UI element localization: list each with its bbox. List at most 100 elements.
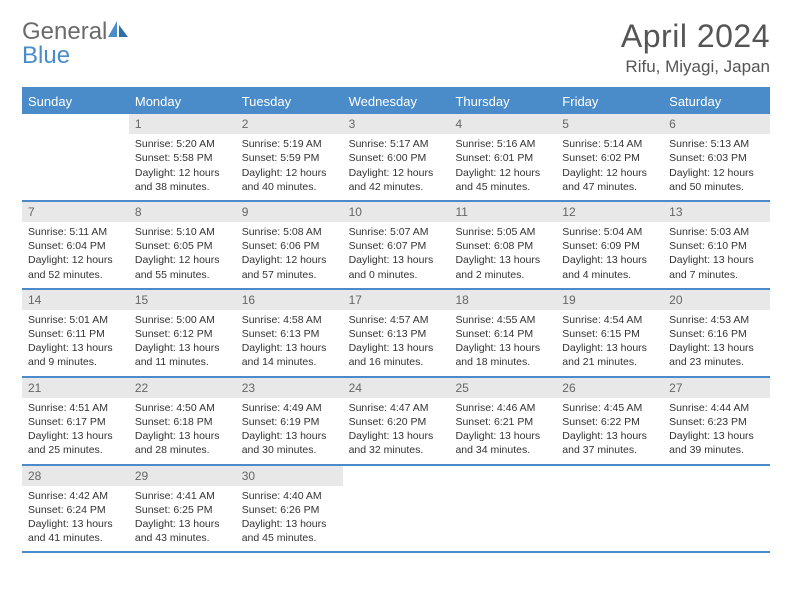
sunset-text: Sunset: 6:13 PM: [242, 327, 337, 341]
sail-icon: [108, 18, 130, 46]
week-row: 28Sunrise: 4:42 AMSunset: 6:24 PMDayligh…: [22, 466, 770, 554]
day-cell: 11Sunrise: 5:05 AMSunset: 6:08 PMDayligh…: [449, 202, 556, 288]
day-details: Sunrise: 4:57 AMSunset: 6:13 PMDaylight:…: [343, 310, 450, 376]
sunset-text: Sunset: 6:15 PM: [562, 327, 657, 341]
sunrise-text: Sunrise: 5:04 AM: [562, 225, 657, 239]
day-details: Sunrise: 5:03 AMSunset: 6:10 PMDaylight:…: [663, 222, 770, 288]
weekday-thursday: Thursday: [449, 89, 556, 114]
sunrise-text: Sunrise: 4:47 AM: [349, 401, 444, 415]
day-cell: 22Sunrise: 4:50 AMSunset: 6:18 PMDayligh…: [129, 378, 236, 464]
daylight-text: Daylight: 13 hours and 21 minutes.: [562, 341, 657, 369]
day-details: Sunrise: 4:50 AMSunset: 6:18 PMDaylight:…: [129, 398, 236, 464]
day-cell: 2Sunrise: 5:19 AMSunset: 5:59 PMDaylight…: [236, 114, 343, 200]
day-number: 11: [449, 202, 556, 222]
day-details: Sunrise: 4:45 AMSunset: 6:22 PMDaylight:…: [556, 398, 663, 464]
day-details: Sunrise: 4:44 AMSunset: 6:23 PMDaylight:…: [663, 398, 770, 464]
sunset-text: Sunset: 6:01 PM: [455, 151, 550, 165]
sunrise-text: Sunrise: 4:58 AM: [242, 313, 337, 327]
calendar-body: 1 Sunrise: 5:20 AMSunset: 5:58 PM Daylight…: [22, 114, 770, 553]
day-cell: [22, 114, 129, 200]
daylight-text: Daylight: 13 hours and 45 minutes.: [242, 517, 337, 545]
day-cell: [556, 466, 663, 552]
sunrise-text: Sunrise: 4:50 AM: [135, 401, 230, 415]
daylight-text: Daylight: 12 hours and 47 minutes.: [562, 166, 657, 194]
week-row: 14Sunrise: 5:01 AMSunset: 6:11 PMDayligh…: [22, 290, 770, 378]
weekday-friday: Friday: [556, 89, 663, 114]
sunrise-text: Sunrise: 5:20 AM: [135, 137, 230, 151]
daylight-text: Daylight: 13 hours and 34 minutes.: [455, 429, 550, 457]
day-details: Sunrise: 5:08 AMSunset: 6:06 PMDaylight:…: [236, 222, 343, 288]
sunrise-text: Sunrise: 5:17 AM: [349, 137, 444, 151]
daylight-text: Daylight: 13 hours and 41 minutes.: [28, 517, 123, 545]
day-number: 22: [129, 378, 236, 398]
daylight-text: Daylight: 12 hours and 55 minutes.: [135, 253, 230, 281]
sunset-text: Sunset: 6:10 PM: [669, 239, 764, 253]
day-cell: 21Sunrise: 4:51 AMSunset: 6:17 PMDayligh…: [22, 378, 129, 464]
daylight-text: Daylight: 13 hours and 28 minutes.: [135, 429, 230, 457]
day-cell: [663, 466, 770, 552]
day-number: 20: [663, 290, 770, 310]
sunset-text: Sunset: 6:03 PM: [669, 151, 764, 165]
sunset-text: Sunset: 6:08 PM: [455, 239, 550, 253]
day-number: 5: [556, 114, 663, 134]
sunset-text: Sunset: 6:18 PM: [135, 415, 230, 429]
daylight-text: Daylight: 13 hours and 39 minutes.: [669, 429, 764, 457]
day-number: 19: [556, 290, 663, 310]
day-cell: 5Sunrise: 5:14 AMSunset: 6:02 PMDaylight…: [556, 114, 663, 200]
location-subtitle: Rifu, Miyagi, Japan: [621, 57, 770, 77]
day-details: Sunrise: 4:42 AMSunset: 6:24 PMDaylight:…: [22, 486, 129, 552]
day-number: 2: [236, 114, 343, 134]
weekday-monday: Monday: [129, 89, 236, 114]
day-cell: 27Sunrise: 4:44 AMSunset: 6:23 PMDayligh…: [663, 378, 770, 464]
title-block: April 2024 Rifu, Miyagi, Japan: [621, 18, 770, 77]
sunrise-text: Sunrise: 4:53 AM: [669, 313, 764, 327]
daylight-text: Daylight: 13 hours and 2 minutes.: [455, 253, 550, 281]
day-number: 4: [449, 114, 556, 134]
daylight-text: Daylight: 13 hours and 9 minutes.: [28, 341, 123, 369]
daylight-text: Daylight: 12 hours and 40 minutes.: [242, 166, 337, 194]
sunset-text: Sunset: 5:59 PM: [242, 151, 337, 165]
day-cell: [343, 466, 450, 552]
day-details: Sunrise: 5:16 AMSunset: 6:01 PMDaylight:…: [449, 134, 556, 200]
daylight-text: Daylight: 13 hours and 18 minutes.: [455, 341, 550, 369]
week-row: 7Sunrise: 5:11 AMSunset: 6:04 PMDaylight…: [22, 202, 770, 290]
sunset-text: Sunset: 5:58 PM: [135, 151, 230, 165]
sunrise-text: Sunrise: 4:40 AM: [242, 489, 337, 503]
daylight-text: Daylight: 13 hours and 30 minutes.: [242, 429, 337, 457]
sunrise-text: Sunrise: 5:16 AM: [455, 137, 550, 151]
day-details: Sunrise: 5:19 AMSunset: 5:59 PMDaylight:…: [236, 134, 343, 200]
weekday-wednesday: Wednesday: [343, 89, 450, 114]
sunset-text: Sunset: 6:00 PM: [349, 151, 444, 165]
weekday-header: Sunday Monday Tuesday Wednesday Thursday…: [22, 89, 770, 114]
sunrise-text: Sunrise: 4:46 AM: [455, 401, 550, 415]
sunset-text: Sunset: 6:19 PM: [242, 415, 337, 429]
day-details: Sunrise: 4:47 AMSunset: 6:20 PMDaylight:…: [343, 398, 450, 464]
day-details: Sunrise: 4:55 AMSunset: 6:14 PMDaylight:…: [449, 310, 556, 376]
daylight-text: Daylight: 12 hours and 52 minutes.: [28, 253, 123, 281]
day-cell: 8Sunrise: 5:10 AMSunset: 6:05 PMDaylight…: [129, 202, 236, 288]
day-number: 1: [129, 114, 236, 134]
logo-text-blue: Blue: [22, 42, 130, 70]
day-cell: 28Sunrise: 4:42 AMSunset: 6:24 PMDayligh…: [22, 466, 129, 552]
day-cell: [449, 466, 556, 552]
day-cell: 12Sunrise: 5:04 AMSunset: 6:09 PMDayligh…: [556, 202, 663, 288]
day-cell: 9Sunrise: 5:08 AMSunset: 6:06 PMDaylight…: [236, 202, 343, 288]
sunrise-text: Sunrise: 4:42 AM: [28, 489, 123, 503]
day-number: 29: [129, 466, 236, 486]
day-details: Sunrise: 4:53 AMSunset: 6:16 PMDaylight:…: [663, 310, 770, 376]
day-details: Sunrise: 4:49 AMSunset: 6:19 PMDaylight:…: [236, 398, 343, 464]
sunrise-text: Sunrise: 5:13 AM: [669, 137, 764, 151]
sunset-text: Sunset: 6:16 PM: [669, 327, 764, 341]
daylight-text: Daylight: 13 hours and 37 minutes.: [562, 429, 657, 457]
day-number: 25: [449, 378, 556, 398]
daylight-text: Daylight: 13 hours and 4 minutes.: [562, 253, 657, 281]
weekday-tuesday: Tuesday: [236, 89, 343, 114]
day-number: 24: [343, 378, 450, 398]
day-number: 12: [556, 202, 663, 222]
day-cell: 3Sunrise: 5:17 AMSunset: 6:00 PMDaylight…: [343, 114, 450, 200]
day-cell: 16Sunrise: 4:58 AMSunset: 6:13 PMDayligh…: [236, 290, 343, 376]
daylight-text: Daylight: 13 hours and 43 minutes.: [135, 517, 230, 545]
daylight-text: Daylight: 13 hours and 14 minutes.: [242, 341, 337, 369]
logo: GeneralBlue: [22, 18, 130, 70]
logo-text-general: General: [22, 18, 107, 45]
